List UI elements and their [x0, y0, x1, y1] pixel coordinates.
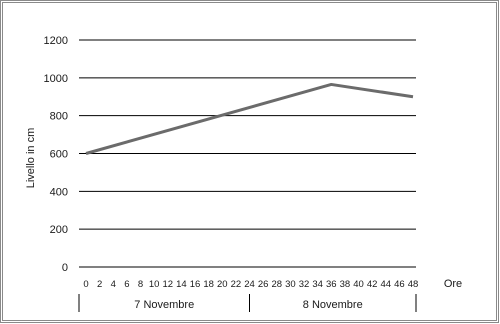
y-tick-label: 0: [62, 262, 68, 274]
day-group-label: 8 Novembre: [303, 299, 363, 311]
x-tick-label: 16: [190, 279, 201, 290]
x-tick-label: 6: [124, 279, 129, 290]
series-lines: [85, 82, 414, 155]
x-tick-label: 28: [271, 279, 282, 290]
x-tick-label: 10: [149, 279, 160, 290]
x-tick-label: 42: [367, 279, 378, 290]
x-tick-label: 0: [83, 279, 88, 290]
y-tick-label: 1200: [44, 35, 68, 47]
y-tick-label: 800: [50, 111, 68, 123]
x-tick-label: 30: [285, 279, 296, 290]
x-tick-label: 18: [203, 279, 214, 290]
x-tick-label: 20: [217, 279, 228, 290]
x-tick-label: 12: [162, 279, 173, 290]
y-tick-label: 1000: [44, 73, 68, 85]
y-tick-labels: 0 200 400 600 800 1000 1200: [44, 35, 68, 274]
y-tick-label: 600: [50, 149, 68, 161]
x-axis-label: Ore: [444, 278, 462, 290]
y-tick-label: 200: [50, 224, 68, 236]
x-tick-labels: 0 2 4 6 8 10 12 14 16 18 20 22 24 26 28 30 32 34 36 38 40 42 4…: [83, 279, 418, 290]
x-tick-label: 26: [258, 279, 269, 290]
x-tick-label: 24: [244, 279, 255, 290]
x-tick-label: 36: [326, 279, 337, 290]
x-tick-label: 2: [97, 279, 102, 290]
x-tick-label: 46: [394, 279, 405, 290]
y-tick-label: 400: [50, 186, 68, 198]
x-tick-label: 34: [312, 279, 323, 290]
series-line-1: [85, 82, 414, 155]
x-tick-label: 4: [111, 279, 116, 290]
x-tick-label: 14: [176, 279, 187, 290]
x-tick-label: 22: [231, 279, 242, 290]
x-tick-label: 8: [138, 279, 143, 290]
x-tick-label: 38: [340, 279, 351, 290]
x-tick-label: 44: [380, 279, 391, 290]
x-tick-label: 40: [353, 279, 364, 290]
y-axis-label: Livello in cm: [25, 128, 37, 189]
inner-border: [2, 2, 497, 321]
x-tick-label: 48: [408, 279, 419, 290]
day-group-label: 7 Novembre: [134, 299, 194, 311]
day-groups: 7 Novembre 8 Novembre: [78, 294, 417, 312]
x-tick-label: 32: [299, 279, 310, 290]
gridlines: [79, 39, 416, 268]
